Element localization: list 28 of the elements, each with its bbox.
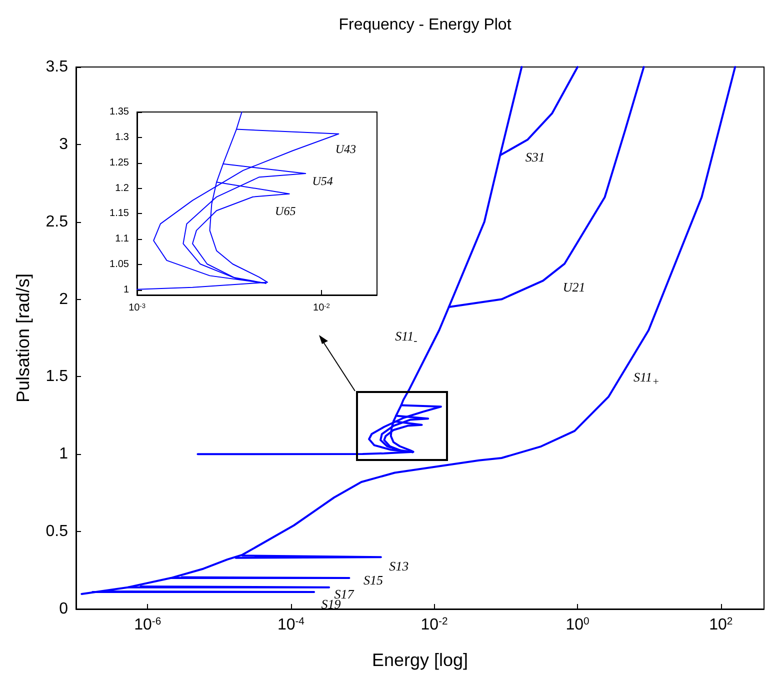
series-label: S13 xyxy=(389,558,409,574)
series-label: S11$_{-}$ xyxy=(395,328,418,348)
y-tick-label: 2.5 xyxy=(46,213,68,230)
series-label: U43 xyxy=(335,142,356,156)
y-tick-label: 1 xyxy=(59,446,68,463)
series-label: U21 xyxy=(562,279,586,294)
y-tick-label: 1.25 xyxy=(110,157,130,168)
y-tick-label: 1.05 xyxy=(110,259,130,270)
series-label: U54 xyxy=(312,174,333,188)
y-tick-label: 2 xyxy=(59,290,68,308)
y-tick-label: 1 xyxy=(123,284,130,296)
y-tick-label: 1.5 xyxy=(46,368,68,386)
y-axis-title: Pulsation [rad/s] xyxy=(13,273,33,403)
y-tick-label: 0 xyxy=(59,600,68,618)
series-label: U65 xyxy=(275,204,296,218)
y-tick-label: 3 xyxy=(59,136,68,153)
chart-title: Frequency - Energy Plot xyxy=(338,16,512,34)
series-label: S15 xyxy=(363,572,383,588)
y-tick-label: 1.35 xyxy=(110,106,130,118)
y-tick-label: 1.1 xyxy=(115,234,130,245)
x-axis-title: Energy [log] xyxy=(372,650,468,670)
y-tick-label: 3.5 xyxy=(46,58,68,76)
y-tick-label: 1.15 xyxy=(110,208,130,220)
series-label: S31 xyxy=(525,150,545,165)
y-tick-label: 1.2 xyxy=(115,182,130,194)
y-tick-label: 0.5 xyxy=(46,523,68,540)
series-label: S11$_{+}$ xyxy=(634,369,660,388)
y-tick-label: 1.3 xyxy=(115,132,130,143)
